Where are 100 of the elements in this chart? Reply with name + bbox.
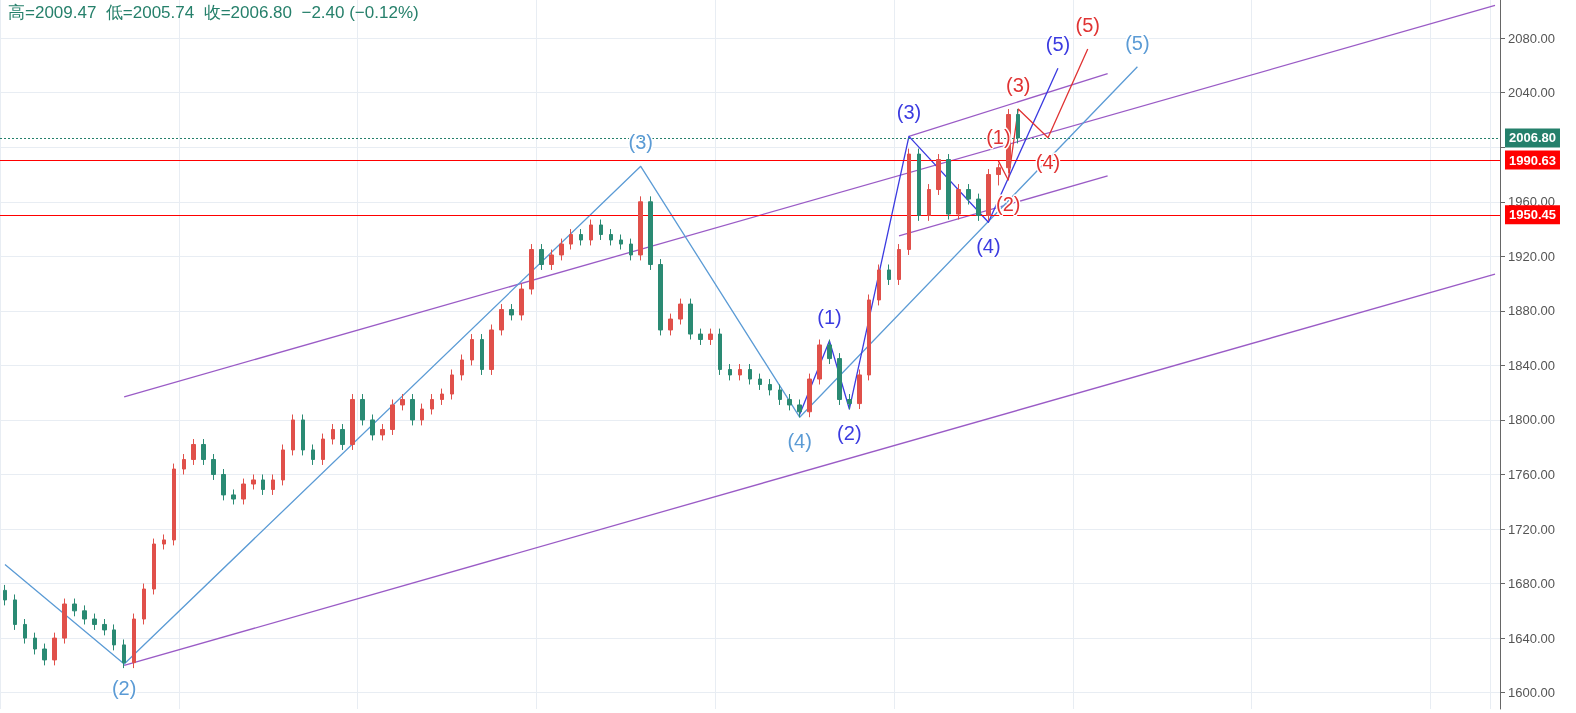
candlestick (897, 243, 901, 286)
candlestick (579, 228, 583, 246)
candlestick (519, 283, 524, 321)
candlestick (72, 598, 77, 617)
candlestick (440, 388, 444, 406)
annotation: (2) (111, 677, 137, 700)
annotation: (1) (817, 305, 842, 328)
candlestick (549, 249, 554, 271)
ref-line-label: 1950.45 (1509, 207, 1556, 223)
annotation: (5) (1125, 31, 1150, 54)
candlestick (410, 393, 415, 426)
candlestick (778, 384, 782, 406)
candlestick (668, 313, 673, 336)
candlestick (430, 393, 434, 415)
annotation: (3) (628, 131, 653, 154)
candlestick (201, 438, 206, 466)
candlestick (648, 195, 653, 271)
candlestick (370, 413, 375, 441)
candlestick (877, 264, 881, 306)
candlestick (847, 393, 852, 410)
candlestick (966, 183, 971, 206)
candlestick (887, 264, 891, 286)
y-tick-label: 1920.00 (1508, 248, 1555, 264)
candlestick (122, 638, 126, 669)
candlestick (768, 378, 772, 396)
candlestick (172, 463, 176, 546)
candlestick (350, 393, 355, 451)
candlestick (470, 333, 474, 366)
candlestick (996, 163, 1001, 186)
candlestick (23, 618, 27, 645)
candlestick (976, 193, 981, 222)
candlestick (688, 298, 693, 340)
candlestick (956, 183, 961, 221)
candlestick (221, 468, 226, 501)
y-tick-label: 1760.00 (1508, 466, 1555, 482)
candlestick (360, 393, 365, 426)
candlestick (152, 538, 156, 595)
candlestick (629, 238, 633, 261)
candlestick (182, 453, 186, 475)
candlestick (251, 473, 256, 490)
candlestick (62, 598, 67, 645)
candlestick (738, 363, 742, 381)
candlestick (281, 443, 285, 486)
candlestick (907, 148, 911, 256)
candlestick (82, 604, 87, 625)
candlestick (301, 413, 305, 456)
candlestick (827, 339, 832, 365)
candlestick (321, 433, 325, 466)
candlestick (450, 369, 454, 400)
candlestick (92, 613, 97, 631)
candlestick (33, 632, 37, 655)
candlestick (162, 533, 166, 550)
candlestick (132, 613, 136, 669)
candlestick (718, 328, 722, 376)
candlestick (311, 443, 315, 466)
candlestick (539, 243, 544, 271)
candlestick (609, 228, 613, 246)
candlestick (241, 478, 246, 505)
annotation: (4) (787, 430, 812, 453)
candlestick (480, 333, 484, 376)
annotation: (2) (837, 422, 862, 445)
candlestick (589, 219, 593, 246)
y-tick-label: 2080.00 (1508, 30, 1555, 46)
annotation: (5) (1045, 33, 1071, 56)
candlestick (599, 219, 603, 241)
candlestick (927, 183, 931, 222)
candlestick (291, 413, 295, 456)
annotation: 高=2009.47 低=2005.74 收=2006.80 −2.40 (−0.12%) (8, 3, 419, 22)
candlestick (807, 373, 812, 418)
y-tick-label: 1720.00 (1508, 521, 1555, 537)
candlestick (271, 473, 275, 496)
candlestick (857, 369, 862, 410)
candlestick (708, 328, 713, 346)
candlestick (509, 303, 514, 321)
candlestick (142, 583, 146, 625)
candlestick (112, 623, 116, 651)
candlestick (499, 303, 504, 336)
candlestick (658, 258, 663, 336)
line-series (4, 66, 1139, 665)
candlestick (331, 423, 335, 445)
candlestick (13, 593, 17, 631)
annotation: (5) (1075, 14, 1100, 37)
candlestick (52, 632, 57, 666)
candlestick (191, 438, 196, 466)
candlestick (489, 324, 494, 376)
candlestick (638, 195, 643, 261)
candlestick (787, 393, 792, 411)
candlestick (698, 328, 703, 346)
y-tick-label: 1680.00 (1508, 576, 1555, 592)
y-tick-label: 1840.00 (1508, 357, 1555, 373)
candlestick (559, 238, 564, 261)
candlestick (817, 339, 822, 385)
y-tick-label: 1800.00 (1508, 412, 1555, 428)
candlestick (400, 393, 405, 411)
candlestick (102, 618, 107, 636)
annotation: (3) (1005, 74, 1031, 97)
y-tick-label: 1600.00 (1508, 685, 1555, 701)
candlestick (460, 354, 464, 381)
candlestick (678, 298, 683, 325)
candlestick (261, 473, 265, 496)
